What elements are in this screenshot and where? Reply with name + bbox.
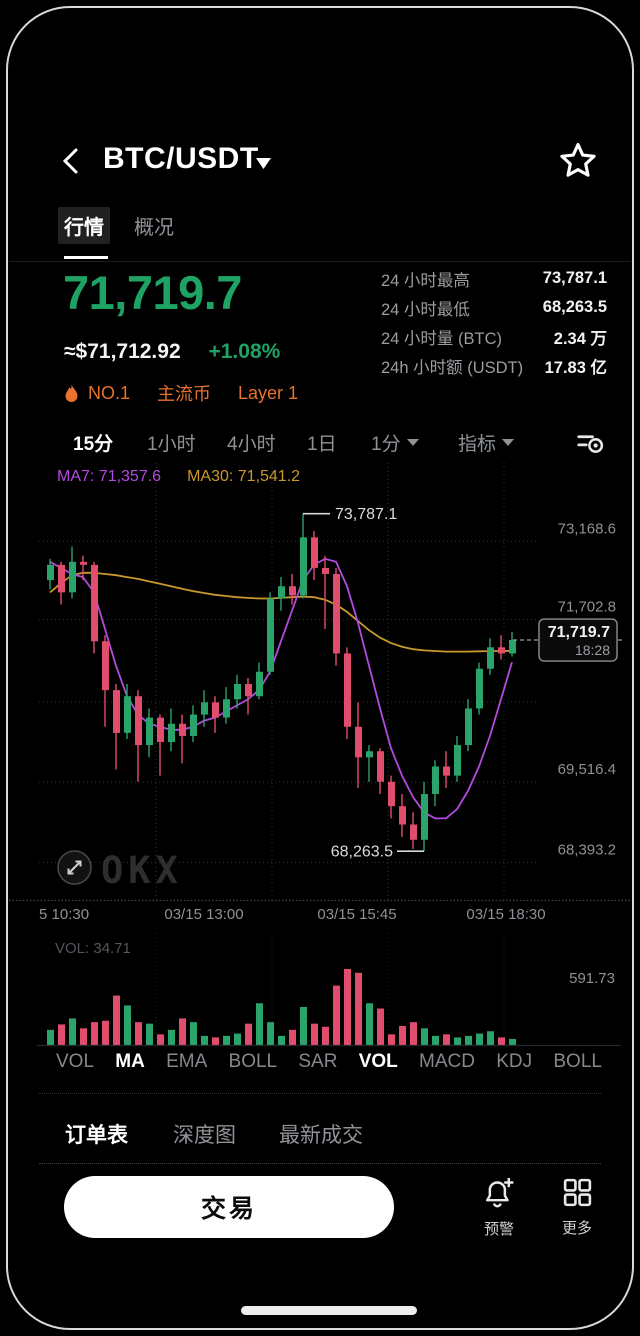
badge-0[interactable]: NO.1 xyxy=(88,382,131,403)
okx-watermark: OKX xyxy=(101,849,183,892)
indicator-divider xyxy=(39,1093,601,1094)
grid-more-icon xyxy=(563,1178,591,1207)
stat-value: 68,263.5 xyxy=(542,298,607,316)
stat-value: 2.34 万 xyxy=(553,329,607,348)
favorite-star-icon[interactable] xyxy=(557,140,599,182)
trade-button[interactable]: 交易 xyxy=(64,1176,394,1238)
timeframe-row: 15分 1小时 4小时 1日 1分 指标 xyxy=(9,426,631,460)
stat-label: 24 小时量 (BTC) xyxy=(381,329,503,348)
bell-plus-icon xyxy=(485,1177,514,1208)
volume-chart[interactable]: VOL: 34.71 591.73 xyxy=(9,931,631,1047)
fiat-price: ≈$71,712.92 xyxy=(64,340,181,363)
pair-dropdown-icon[interactable] xyxy=(255,157,272,170)
price-change: +1.08% xyxy=(208,340,281,363)
orderbook-tab-1[interactable]: 深度图 xyxy=(173,1124,236,1147)
volume-label: VOL: 34.71 xyxy=(55,940,131,957)
alert-action[interactable]: 预警 xyxy=(471,1176,527,1239)
header-divider xyxy=(9,261,631,262)
volume-scale-label: 591.73 xyxy=(569,970,615,987)
volume-series xyxy=(47,968,516,1045)
stat-row: 24 小时量 (BTC) 2.34 万 xyxy=(381,322,607,351)
indicator-tab-ma-1[interactable]: MA xyxy=(115,1051,145,1072)
fiat-price-row: ≈$71,712.92 +1.08% xyxy=(64,340,280,364)
timeframe-label: 1小时 xyxy=(147,434,196,455)
stats-block: 24 小时最高 73,787.1 24 小时最低 68,263.5 24 小时量 (BT… xyxy=(381,264,607,380)
orderbook-divider xyxy=(39,1163,601,1164)
timeframe-1小时[interactable]: 1小时 xyxy=(147,429,196,456)
timeframe-1日[interactable]: 1日 xyxy=(307,429,337,456)
indicator-tab-macd-6[interactable]: MACD xyxy=(419,1051,475,1072)
svg-text:68,263.5: 68,263.5 xyxy=(331,844,393,861)
timeframe-label: 1日 xyxy=(307,434,337,455)
stat-value: 17.83 亿 xyxy=(544,358,607,377)
stat-label: 24h 小时额 (USDT) xyxy=(381,358,524,377)
indicator-tab-ema-2[interactable]: EMA xyxy=(166,1051,208,1072)
svg-text:68,393.2: 68,393.2 xyxy=(558,841,616,858)
stat-label: 24 小时最低 xyxy=(381,300,470,319)
candlestick-chart[interactable]: 73,168.6 71,702.8 69,516.4 68,393.2 73,787.1… xyxy=(9,461,631,907)
x-axis-label: 03/15 18:30 xyxy=(466,906,546,923)
current-price-tag[interactable]: 71,719.718:28 xyxy=(538,618,618,662)
stat-row: 24 小时最高 73,787.1 xyxy=(381,264,607,293)
x-axis-labels: 5 10:30 03/15 13:00 03/15 15:45 03/15 18:30 xyxy=(9,906,631,926)
stat-label: 24 小时最高 xyxy=(381,271,470,290)
expand-chart-icon[interactable] xyxy=(56,849,93,886)
home-indicator[interactable] xyxy=(241,1306,417,1315)
timeframe-label: 15分 xyxy=(73,434,114,455)
ma30-label: MA30: 71,541.2 xyxy=(187,468,301,485)
back-icon[interactable] xyxy=(59,147,85,175)
badge-2[interactable]: Layer 1 xyxy=(238,382,299,403)
ma-labels: MA7: 71,357.6 MA30: 71,541.2 xyxy=(57,468,300,486)
x-axis-label: 03/15 15:45 xyxy=(317,906,397,923)
more-label: 更多 xyxy=(561,1220,592,1237)
last-price: 71,719.7 xyxy=(63,266,242,319)
timeframe-1分[interactable]: 1分 xyxy=(371,429,419,456)
indicator-tab-sar-4[interactable]: SAR xyxy=(298,1051,338,1072)
svg-text:73,787.1: 73,787.1 xyxy=(335,506,397,523)
candlestick-series xyxy=(47,513,516,852)
indicator-tab-kdj-7[interactable]: KDJ xyxy=(496,1051,533,1072)
svg-text:73,168.6: 73,168.6 xyxy=(558,520,616,537)
svg-text:69,516.4: 69,516.4 xyxy=(558,761,616,778)
timeframe-label: 4小时 xyxy=(227,434,276,455)
chevron-down-icon xyxy=(502,439,515,446)
indicator-tab-boll-3[interactable]: BOLL xyxy=(228,1051,278,1072)
pair-title[interactable]: BTC/USDT xyxy=(103,142,259,175)
svg-text:71,702.8: 71,702.8 xyxy=(558,598,616,615)
tab-overview[interactable]: 概况 xyxy=(134,217,174,239)
badge-1[interactable]: 主流币 xyxy=(157,384,212,404)
stat-row: 24 小时最低 68,263.5 xyxy=(381,293,607,322)
more-action[interactable]: 更多 xyxy=(549,1176,605,1238)
x-axis-label: 03/15 13:00 xyxy=(164,906,244,923)
chart-settings-icon[interactable] xyxy=(575,429,605,457)
timeframe-label: 1分 xyxy=(371,434,401,455)
indicator-tab-vol-5[interactable]: VOL xyxy=(358,1051,398,1072)
chevron-down-icon xyxy=(406,439,419,446)
indicator-tab-row: VOL MA EMA BOLL SAR VOL MACD KDJ BOLL xyxy=(56,1051,602,1073)
svg-text:18:28: 18:28 xyxy=(575,642,610,658)
tab-quotes[interactable]: 行情 xyxy=(58,207,110,244)
timeframe-指标[interactable]: 指标 xyxy=(458,429,515,456)
stat-row: 24h 小时额 (USDT) 17.83 亿 xyxy=(381,351,607,380)
x-axis-label: 5 10:30 xyxy=(39,906,90,923)
timeframe-15分[interactable]: 15分 xyxy=(73,429,113,456)
timeframe-4小时[interactable]: 4小时 xyxy=(227,429,276,456)
orderbook-tab-2[interactable]: 最新成交 xyxy=(279,1124,363,1147)
svg-text:71,719.7: 71,719.7 xyxy=(548,624,610,641)
ma7-label: MA7: 71,357.6 xyxy=(57,468,162,485)
stat-value: 73,787.1 xyxy=(542,269,607,287)
orderbook-tab-0[interactable]: 订单表 xyxy=(65,1124,128,1147)
indicator-tab-boll-8[interactable]: BOLL xyxy=(553,1051,602,1072)
active-tab-underline xyxy=(64,256,108,259)
phone-screen: BTC/USDT 行情 概况 71,719.7 ≈$71,712.92 +1.0… xyxy=(9,9,631,1327)
flame-icon xyxy=(65,384,78,402)
badge-row: NO.1 主流币 Layer 1 xyxy=(64,380,325,406)
timeframe-label: 指标 xyxy=(458,434,497,455)
alert-label: 预警 xyxy=(483,1221,514,1238)
indicator-tab-vol-0[interactable]: VOL xyxy=(56,1051,95,1072)
